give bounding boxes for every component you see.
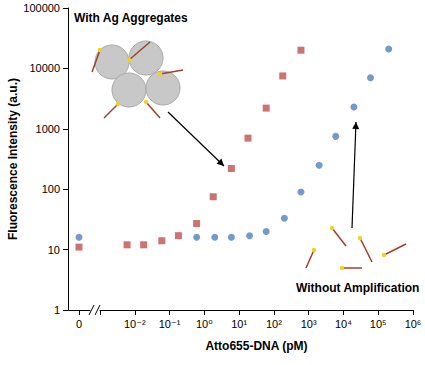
svg-text:1: 1	[54, 304, 60, 316]
svg-text:Without Amplification: Without Amplification	[296, 281, 419, 295]
svg-text:10²: 10²	[266, 318, 282, 330]
svg-text:10³: 10³	[301, 318, 317, 330]
svg-text:10000: 10000	[29, 62, 60, 74]
svg-text:Fluorescence Intensity (a.u.): Fluorescence Intensity (a.u.)	[6, 78, 20, 240]
svg-text:10: 10	[48, 244, 60, 256]
svg-text:10⁵: 10⁵	[370, 318, 387, 330]
svg-text:10⁴: 10⁴	[335, 318, 352, 330]
svg-text:1000: 1000	[36, 123, 60, 135]
svg-text:10⁻¹: 10⁻¹	[159, 318, 181, 330]
svg-text:100: 100	[42, 183, 60, 195]
svg-text:Atto655-DNA (pM): Atto655-DNA (pM)	[205, 339, 307, 353]
svg-text:10¹: 10¹	[231, 318, 247, 330]
svg-text:10⁻²: 10⁻²	[124, 318, 146, 330]
svg-text:10⁰: 10⁰	[196, 318, 213, 330]
svg-text:100000: 100000	[23, 2, 60, 14]
svg-text:0: 0	[76, 318, 82, 330]
svg-text:With Ag Aggregates: With Ag Aggregates	[74, 11, 188, 25]
svg-text:10⁶: 10⁶	[405, 318, 422, 330]
